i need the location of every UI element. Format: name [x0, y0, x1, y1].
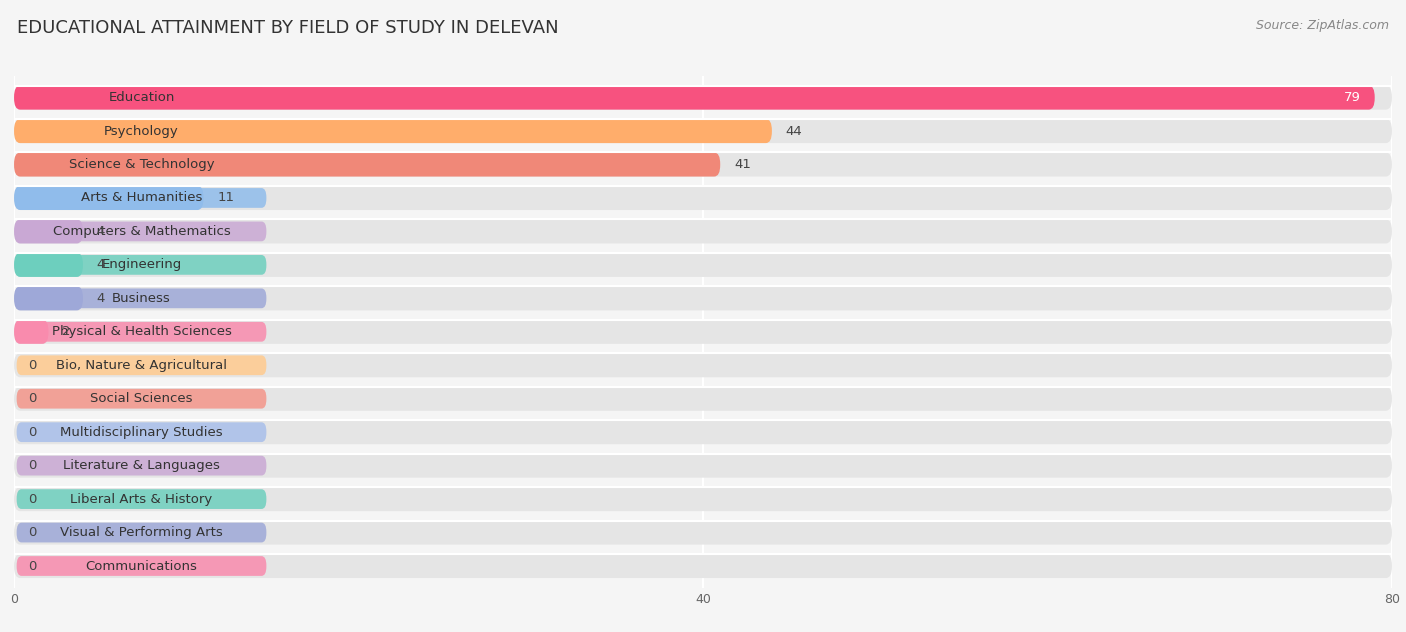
Text: Physical & Health Sciences: Physical & Health Sciences [52, 325, 232, 338]
FancyBboxPatch shape [17, 489, 266, 509]
FancyBboxPatch shape [14, 152, 720, 176]
Text: 4: 4 [97, 258, 105, 271]
FancyBboxPatch shape [14, 85, 1375, 109]
FancyBboxPatch shape [17, 188, 266, 208]
Text: 11: 11 [218, 191, 235, 205]
Text: 0: 0 [28, 426, 37, 439]
FancyBboxPatch shape [14, 119, 1392, 143]
FancyBboxPatch shape [17, 88, 266, 107]
FancyBboxPatch shape [14, 119, 772, 143]
Text: Computers & Mathematics: Computers & Mathematics [52, 225, 231, 238]
FancyBboxPatch shape [14, 219, 1392, 243]
Text: 2: 2 [62, 325, 70, 338]
Text: EDUCATIONAL ATTAINMENT BY FIELD OF STUDY IN DELEVAN: EDUCATIONAL ATTAINMENT BY FIELD OF STUDY… [17, 19, 558, 37]
FancyBboxPatch shape [17, 322, 266, 342]
Text: 4: 4 [97, 225, 105, 238]
FancyBboxPatch shape [17, 155, 266, 174]
FancyBboxPatch shape [17, 389, 266, 409]
FancyBboxPatch shape [17, 355, 266, 375]
FancyBboxPatch shape [14, 320, 1392, 344]
FancyBboxPatch shape [14, 353, 1392, 377]
Text: 4: 4 [97, 292, 105, 305]
FancyBboxPatch shape [14, 454, 1392, 478]
FancyBboxPatch shape [17, 288, 266, 308]
Text: Psychology: Psychology [104, 125, 179, 138]
FancyBboxPatch shape [14, 521, 1392, 545]
FancyBboxPatch shape [17, 523, 266, 542]
FancyBboxPatch shape [14, 186, 204, 210]
Text: 0: 0 [28, 359, 37, 372]
FancyBboxPatch shape [17, 456, 266, 475]
FancyBboxPatch shape [14, 387, 1392, 411]
Text: Business: Business [112, 292, 172, 305]
Text: Social Sciences: Social Sciences [90, 392, 193, 405]
FancyBboxPatch shape [14, 85, 1392, 109]
Text: Source: ZipAtlas.com: Source: ZipAtlas.com [1256, 19, 1389, 32]
Text: Arts & Humanities: Arts & Humanities [80, 191, 202, 205]
Text: 0: 0 [28, 492, 37, 506]
FancyBboxPatch shape [14, 487, 1392, 511]
Text: Science & Technology: Science & Technology [69, 158, 214, 171]
FancyBboxPatch shape [17, 121, 266, 141]
FancyBboxPatch shape [17, 255, 266, 275]
FancyBboxPatch shape [14, 219, 83, 243]
Text: 0: 0 [28, 392, 37, 405]
FancyBboxPatch shape [17, 556, 266, 576]
Text: Visual & Performing Arts: Visual & Performing Arts [60, 526, 224, 539]
Text: Multidisciplinary Studies: Multidisciplinary Studies [60, 426, 222, 439]
Text: Education: Education [108, 91, 174, 104]
Text: 0: 0 [28, 559, 37, 573]
FancyBboxPatch shape [17, 222, 266, 241]
FancyBboxPatch shape [17, 422, 266, 442]
Text: 79: 79 [1344, 91, 1361, 104]
Text: Engineering: Engineering [101, 258, 181, 271]
Text: Bio, Nature & Agricultural: Bio, Nature & Agricultural [56, 359, 226, 372]
Text: 44: 44 [786, 125, 803, 138]
FancyBboxPatch shape [14, 554, 1392, 578]
Text: 0: 0 [28, 526, 37, 539]
Text: Communications: Communications [86, 559, 197, 573]
Text: Liberal Arts & History: Liberal Arts & History [70, 492, 212, 506]
FancyBboxPatch shape [14, 253, 83, 277]
FancyBboxPatch shape [14, 253, 1392, 277]
FancyBboxPatch shape [14, 286, 83, 310]
Text: 0: 0 [28, 459, 37, 472]
Text: 41: 41 [734, 158, 751, 171]
FancyBboxPatch shape [14, 286, 1392, 310]
FancyBboxPatch shape [14, 420, 1392, 444]
FancyBboxPatch shape [14, 320, 48, 344]
FancyBboxPatch shape [14, 186, 1392, 210]
Text: Literature & Languages: Literature & Languages [63, 459, 219, 472]
FancyBboxPatch shape [14, 152, 1392, 176]
